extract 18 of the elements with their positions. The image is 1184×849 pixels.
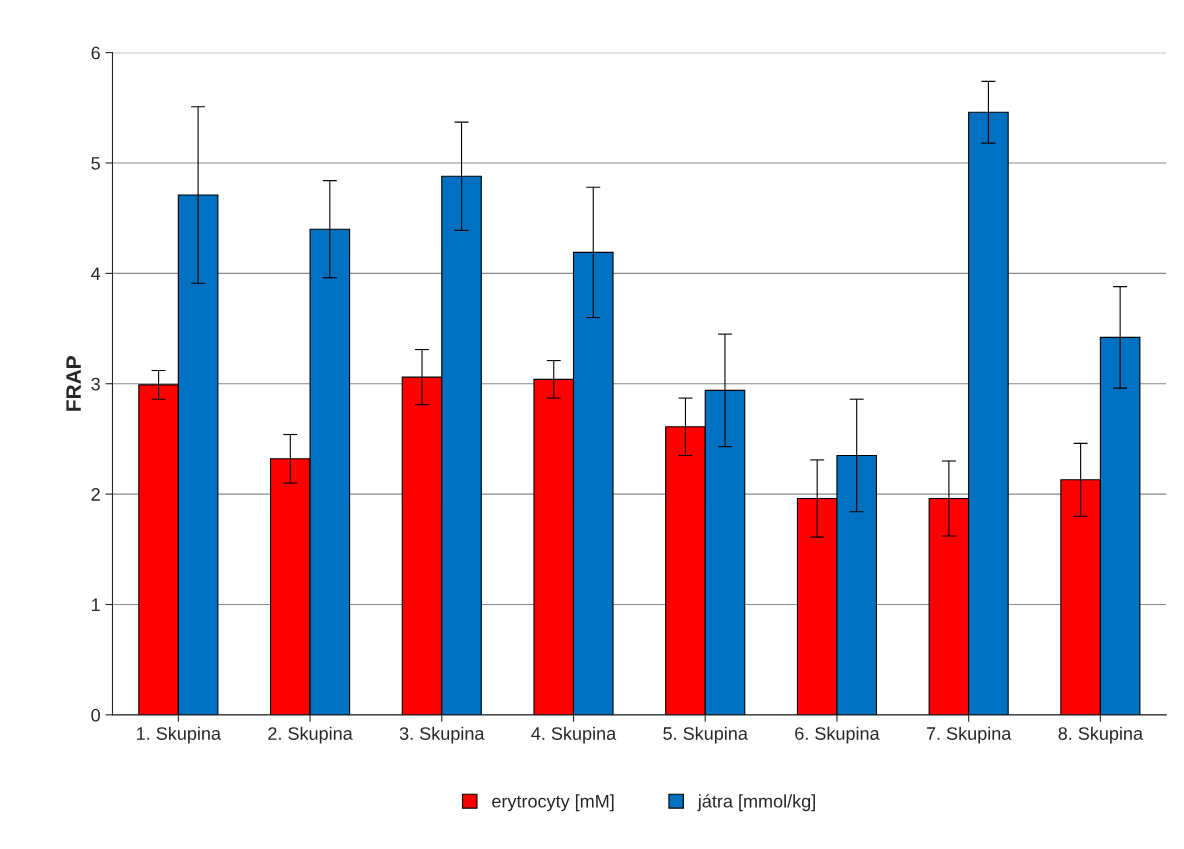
y-tick-label: 6	[91, 46, 100, 60]
y-tick-label: 1	[92, 598, 100, 612]
x-tick-label: 3. Skupina	[399, 726, 485, 744]
y-tick-label: 4	[91, 267, 101, 280]
x-tick-label: 2. Skupina	[268, 726, 353, 744]
x-tick-label: 4. Skupina	[531, 726, 617, 744]
y-tick-label: 2	[91, 488, 100, 501]
y-tick-label: 5	[91, 157, 100, 170]
legend-label: erytrocyty [mM]	[492, 794, 614, 812]
x-tick-label: 7. Skupina	[926, 726, 1012, 744]
y-tick-label: 0	[91, 708, 100, 722]
x-tick-label: 8. Skupina	[1058, 726, 1144, 744]
x-tick-label: 1. Skupina	[137, 726, 221, 744]
legend-label: játra [mmol/kg]	[697, 794, 815, 812]
x-tick-label: 5. Skupina	[663, 726, 748, 744]
y-tick-label: 3	[91, 377, 100, 391]
y-axis-title: FRAP	[66, 356, 81, 411]
x-tick-label: 6. Skupina	[795, 726, 880, 744]
